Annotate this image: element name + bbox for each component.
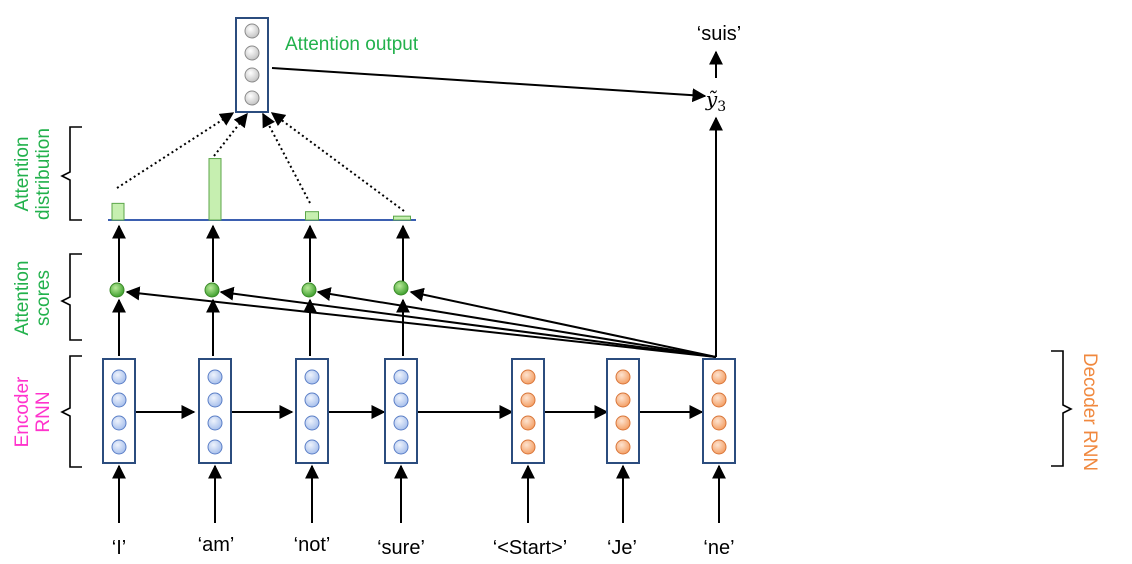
decoder-word: ‘<Start>’ — [493, 537, 567, 559]
brace-decoder-rnn — [1051, 350, 1073, 467]
score-dot — [204, 282, 220, 298]
decoder-to-score-arrows — [125, 286, 717, 358]
attention-bar — [111, 202, 125, 221]
attention-distribution-label: Attention distribution — [12, 128, 54, 220]
score-input-arrows — [112, 298, 410, 356]
encoder-hidden-state — [102, 358, 136, 464]
encoder-hidden-state — [198, 358, 232, 464]
score-to-distribution-arrows — [112, 224, 410, 282]
hidden-unit — [111, 392, 127, 408]
decoder-word: ‘ne’ — [703, 537, 734, 559]
attention-bar — [305, 211, 319, 221]
hidden-unit — [615, 392, 631, 408]
hidden-unit — [711, 369, 727, 385]
hidden-unit — [615, 369, 631, 385]
encoder-word: ‘not’ — [294, 534, 331, 556]
hidden-unit — [520, 415, 536, 431]
brace-attention-scores — [60, 253, 82, 341]
attention-bar — [393, 215, 411, 221]
attention-output-vector — [235, 17, 269, 113]
hidden-unit — [207, 439, 223, 455]
hidden-unit — [207, 369, 223, 385]
attention-output-label: Attention output — [285, 34, 419, 55]
hidden-unit — [111, 369, 127, 385]
attention-distribution-bars — [111, 158, 411, 221]
input-arrows — [112, 464, 726, 523]
encoder-word: ‘sure’ — [377, 537, 425, 559]
encoder-rnn-label: Encoder RNN — [12, 376, 54, 447]
hidden-unit — [304, 439, 320, 455]
hidden-unit — [207, 415, 223, 431]
decoder-word: ‘Je’ — [607, 537, 637, 559]
input-words: ‘I’ ‘am’ ‘not’ ‘sure’ ‘<Start>’ ‘Je’ ‘ne… — [112, 534, 735, 559]
braces — [60, 126, 1073, 468]
decoder-hidden-state — [702, 358, 736, 464]
hidden-unit — [615, 439, 631, 455]
score-dot — [393, 280, 409, 296]
brace-attention-distribution — [60, 126, 82, 221]
hidden-unit — [520, 392, 536, 408]
attention-scores — [109, 280, 409, 298]
decoder-rnn-label-text: Decoder RNN — [1079, 353, 1100, 471]
hidden-unit — [304, 415, 320, 431]
score-dot — [301, 282, 317, 298]
encoder-rnn-label-line2: RNN — [33, 391, 54, 432]
decoder-rnn-label: Decoder RNN — [1079, 353, 1100, 471]
encoder-word: ‘am’ — [198, 534, 235, 556]
hidden-unit — [615, 415, 631, 431]
encoder-hidden-state — [295, 358, 329, 464]
hidden-unit — [711, 392, 727, 408]
hidden-unit — [711, 439, 727, 455]
output-variable: ỹ3 — [705, 87, 726, 115]
encoder-word: ‘I’ — [112, 537, 126, 559]
attention-scores-label: Attention scores — [12, 261, 54, 336]
hidden-unit — [520, 369, 536, 385]
hidden-unit — [393, 369, 409, 385]
hidden-unit — [304, 369, 320, 385]
brace-encoder-rnn — [60, 355, 82, 468]
output-word: ‘suis’ — [697, 23, 741, 45]
attention-distribution-label-line2: distribution — [33, 128, 54, 220]
decoder-hidden-state — [606, 358, 640, 464]
hidden-unit — [304, 392, 320, 408]
attention-bar — [208, 158, 222, 221]
output-variable-y: ỹ — [705, 87, 718, 111]
hidden-unit — [393, 439, 409, 455]
hidden-unit — [111, 415, 127, 431]
hidden-unit — [393, 415, 409, 431]
hidden-unit — [393, 392, 409, 408]
hidden-unit — [207, 392, 223, 408]
attention-scores-label-line1: Attention — [12, 261, 33, 336]
score-dot — [109, 282, 125, 298]
hidden-unit — [520, 439, 536, 455]
decoder-hidden-state — [511, 358, 545, 464]
hidden-unit — [711, 415, 727, 431]
encoder-rnn-label-line1: Encoder — [12, 376, 33, 447]
attention-distribution-label-line1: Attention — [12, 137, 33, 212]
hidden-unit — [111, 439, 127, 455]
rnn-hidden-states — [102, 358, 736, 464]
output-variable-subscript: 3 — [717, 99, 726, 115]
weighted-sum-arrows — [116, 112, 405, 212]
attention-scores-label-line2: scores — [33, 270, 54, 326]
output-arrows — [271, 50, 723, 357]
encoder-hidden-state — [384, 358, 418, 464]
